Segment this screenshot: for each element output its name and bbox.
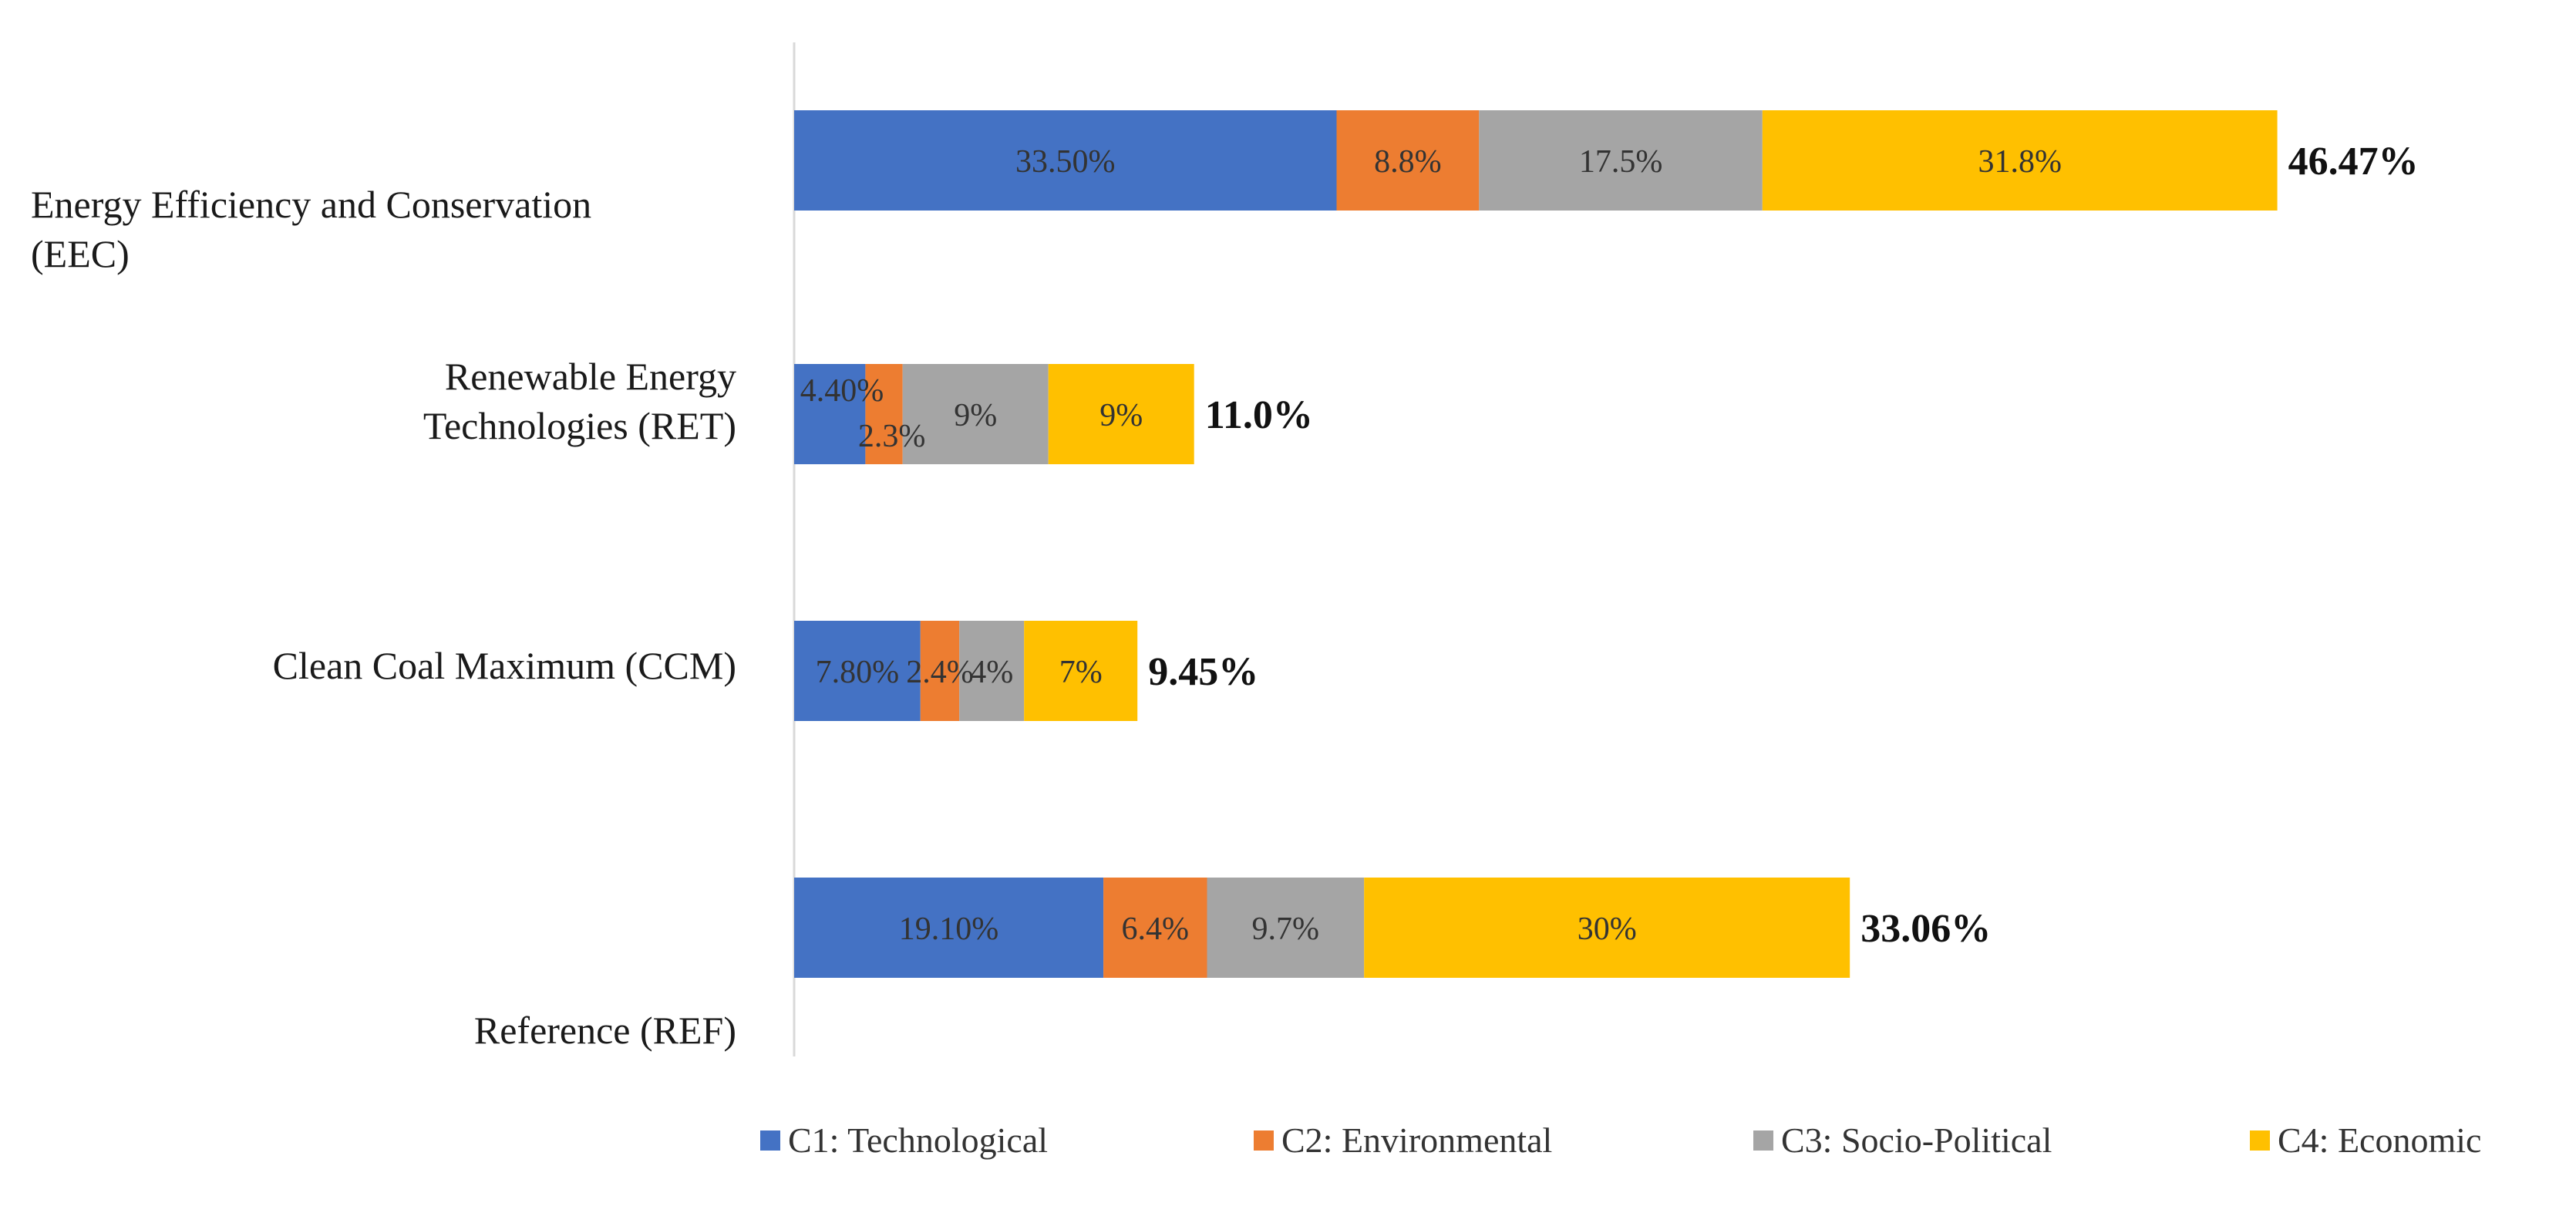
bar-segment (1048, 364, 1194, 464)
segment-data-label: 8.8% (1374, 144, 1442, 180)
legend-swatch (2250, 1130, 2270, 1151)
total-value-label: 9.45% (1148, 650, 1258, 694)
category-label: Reference (REF) (474, 1009, 736, 1052)
bar-segment (794, 364, 866, 464)
bar-segment (794, 878, 1104, 978)
legend-swatch (1753, 1130, 1773, 1151)
legend-label: C2: Environmental (1281, 1120, 1552, 1160)
segment-data-label: 9% (954, 398, 997, 433)
legend-label: C1: Technological (788, 1120, 1048, 1160)
segment-data-label: 2.3% (858, 419, 926, 454)
bar-segment (865, 364, 903, 464)
segment-data-label: 17.5% (1579, 144, 1663, 180)
segment-data-label: 4.40% (800, 373, 884, 409)
legend: C1: Technological C2: Environmental C3: So… (760, 1120, 2481, 1160)
bar-segment (1364, 878, 1850, 978)
bar-segment (920, 621, 960, 721)
segment-data-label: 7% (1059, 655, 1103, 690)
category-labels: Energy Efficiency and Conservation (EEC) R… (31, 183, 736, 1052)
category-label: (EEC) (31, 232, 130, 275)
bar-segment (959, 621, 1025, 721)
segment-data-labels: 33.50% 8.8% 17.5% 31.8% 4.40% 2.3% 9% 9% 7.80% 2.… (800, 144, 2062, 947)
total-value-label: 46.47% (2288, 140, 2419, 184)
legend-swatch (760, 1130, 780, 1151)
segment-data-label: 9.7% (1252, 911, 1320, 947)
legend-label: C3: Socio-Political (1781, 1120, 2052, 1160)
total-labels: 46.47% 11.0% 9.45% 33.06% (1148, 140, 2418, 951)
segment-data-label: 31.8% (1978, 144, 2062, 180)
category-label: Clean Coal Maximum (CCM) (273, 644, 736, 687)
segment-data-label: 4% (970, 655, 1013, 690)
segment-data-label: 33.50% (1015, 144, 1116, 180)
segment-data-label: 9% (1099, 398, 1143, 433)
bar-segment (1479, 110, 1763, 211)
category-label: Energy Efficiency and Conservation (31, 183, 591, 226)
bar-segment (794, 621, 921, 721)
segment-data-label: 6.4% (1122, 911, 1190, 947)
bar-segment (1207, 878, 1365, 978)
total-value-label: 11.0% (1205, 393, 1313, 437)
legend-label: C4: Economic (2278, 1120, 2481, 1160)
segment-data-label: 7.80% (816, 655, 900, 690)
category-label: Technologies (RET) (423, 404, 736, 447)
segment-data-label: 30% (1578, 911, 1637, 947)
category-label: Renewable Energy (445, 355, 736, 398)
bar-segment (794, 110, 1337, 211)
legend-swatch (1254, 1130, 1274, 1151)
segment-data-label: 19.10% (899, 911, 999, 947)
bar-segment (1024, 621, 1138, 721)
bar-segment (1762, 110, 2278, 211)
segment-data-label: 2.4% (906, 655, 974, 690)
total-value-label: 33.06% (1860, 907, 1991, 951)
bar-segments (794, 110, 2278, 978)
bar-segment (1336, 110, 1480, 211)
bar-segment (1103, 878, 1207, 978)
bar-segment (902, 364, 1049, 464)
